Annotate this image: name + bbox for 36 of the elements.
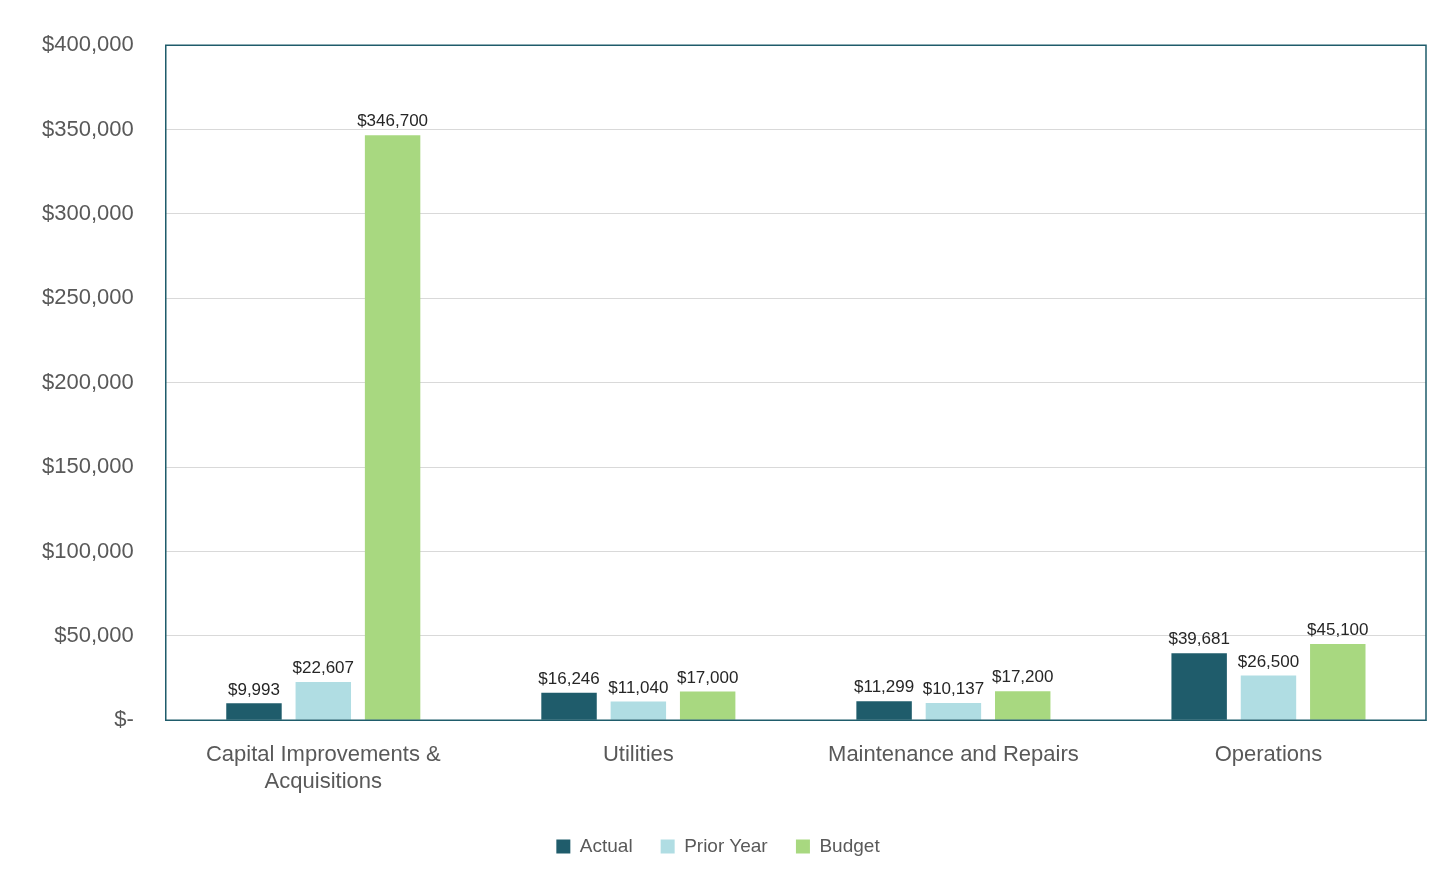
y-tick-label: $-	[114, 706, 134, 732]
data-label: $22,607	[292, 658, 355, 678]
y-tick-label: $300,000	[41, 200, 134, 226]
y-tick-label: $400,000	[41, 31, 134, 57]
data-label: $11,299	[854, 677, 915, 697]
y-tick-label: $350,000	[41, 115, 134, 141]
bar	[995, 691, 1051, 720]
data-label: $17,000	[676, 667, 739, 687]
y-tick-label: $50,000	[54, 621, 134, 647]
bar	[925, 703, 982, 720]
data-label: $45,100	[1307, 620, 1369, 640]
data-label: $346,700	[357, 111, 429, 131]
bar	[610, 701, 667, 720]
x-tick-label: Maintenance and Repairs	[828, 741, 1079, 767]
y-tick-label: $250,000	[41, 284, 134, 310]
bar	[1310, 644, 1366, 720]
bar	[295, 682, 352, 720]
data-label: $9,993	[227, 679, 280, 699]
y-tick-label: $100,000	[41, 537, 134, 563]
data-label: $10,137	[922, 679, 985, 699]
legend-label: Actual	[579, 834, 633, 856]
y-tick-label: $200,000	[41, 368, 134, 394]
data-label: $17,200	[992, 667, 1054, 687]
data-label: $39,681	[1168, 629, 1230, 649]
bar	[679, 691, 736, 720]
data-label: $11,040	[608, 677, 669, 697]
bar	[1240, 675, 1297, 720]
legend-label: Budget	[819, 834, 881, 856]
x-tick-label: Utilities	[602, 741, 674, 767]
x-tick-label: Capital Improvements & Acquisitions	[205, 741, 441, 793]
legend-label: Prior Year	[684, 834, 769, 856]
data-label: $26,500	[1237, 651, 1300, 671]
x-tick-label: Operations	[1214, 741, 1323, 767]
y-tick-label: $150,000	[41, 453, 134, 479]
data-label: $16,246	[538, 668, 600, 688]
bar	[364, 135, 421, 720]
